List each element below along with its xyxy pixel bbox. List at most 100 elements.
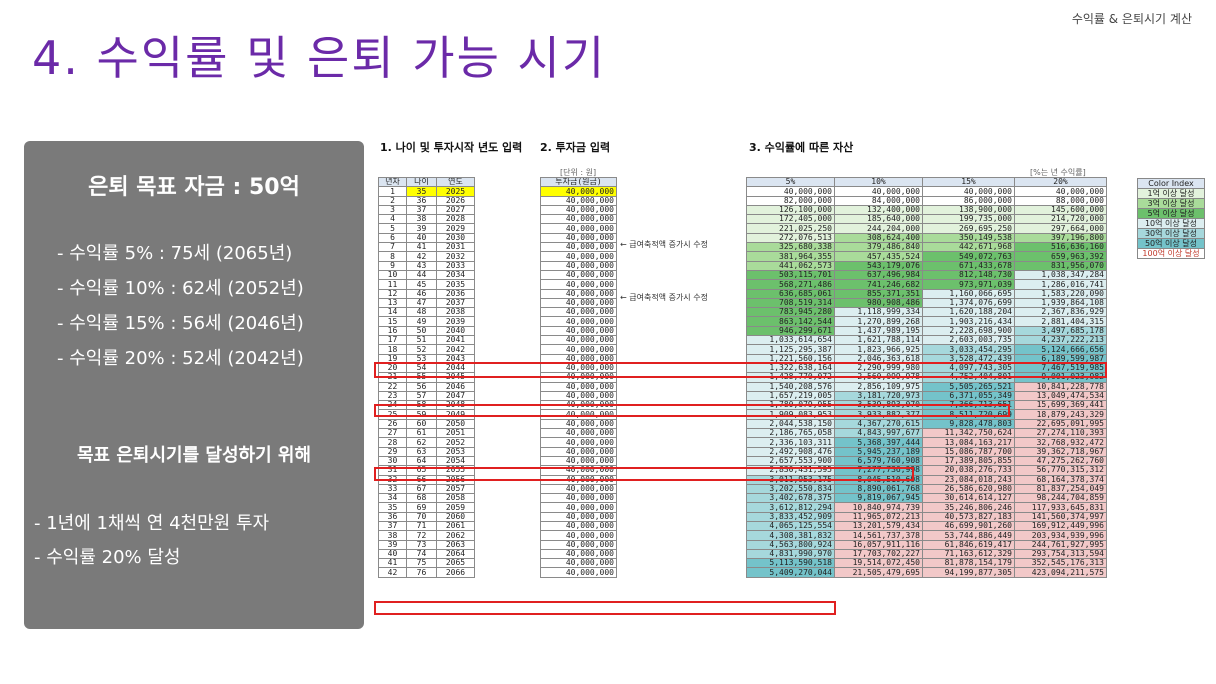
investment-cell: 40,000,000 [540, 335, 617, 346]
asset-cell-r5: 783,945,280 [746, 307, 835, 318]
year-index-cell: 37 [378, 520, 407, 532]
year-cell: 2059 [436, 502, 475, 513]
year-index-cell: 1 [378, 186, 407, 197]
age-cell: 52 [406, 344, 437, 355]
asset-cell-r20: 831,956,070 [1014, 260, 1107, 271]
asset-cell-r15: 9,828,478,803 [922, 418, 1015, 430]
asset-cell-r10: 8,890,061,768 [834, 483, 923, 495]
asset-cell-r15: 138,900,000 [922, 204, 1015, 216]
legend-item: 50억 이상 달성 [1137, 238, 1205, 249]
table-row: 381,964,355 457,435,524 549,072,763 659,963… [746, 251, 1107, 262]
asset-cell-r10: 1,118,999,334 [834, 307, 923, 318]
table-row: 40,000,000 [540, 511, 617, 523]
asset-cell-r20: 2,367,836,929 [1014, 307, 1107, 318]
asset-cell-r15: 17,389,805,855 [922, 455, 1015, 467]
asset-cell-r15: 6,371,055,349 [922, 390, 1015, 402]
asset-cell-r5: 5,409,270,044 [746, 567, 835, 578]
year-cell: 2047 [436, 390, 475, 402]
rate-line-10: - 수익률 10% : 62세 (2052년) [57, 278, 304, 299]
table-row: 40,000,000 [540, 548, 617, 560]
legend-item: 100억 이상 달성 [1137, 248, 1205, 259]
age-cell: 73 [406, 539, 437, 550]
table-row: 27 61 2051 [378, 427, 475, 439]
asset-cell-r20: 397,196,800 [1014, 232, 1107, 244]
year-cell: 2026 [436, 195, 475, 206]
asset-cell-r5: 2,044,538,150 [746, 418, 835, 430]
year-index-cell: 6 [378, 232, 407, 244]
year-index-cell: 5 [378, 223, 407, 234]
asset-cell-r5: 3,612,812,294 [746, 502, 835, 513]
year-index-cell: 30 [378, 455, 407, 467]
investment-cell: 40,000,000 [540, 214, 617, 225]
table-row: 39 73 2063 [378, 539, 475, 550]
asset-cell-r20: 88,000,000 [1014, 195, 1107, 206]
asset-cell-r5: 708,519,314 [746, 297, 835, 309]
table-row: 3,402,678,375 9,819,067,945 30,614,614,127… [746, 493, 1107, 504]
year-cell: 2032 [436, 251, 475, 262]
table-row: 568,271,486 741,246,682 973,971,039 1,286,0… [746, 279, 1107, 290]
asset-cell-r20: 1,583,220,090 [1014, 288, 1107, 299]
table-row: 783,945,280 1,118,999,334 1,620,188,204 2,3… [746, 307, 1107, 318]
age-cell: 61 [406, 427, 437, 439]
table-row: 1,657,219,005 3,181,720,973 6,371,055,349 1… [746, 390, 1107, 402]
asset-cell-r15: 549,072,763 [922, 251, 1015, 262]
header-rate-20: 20% [1014, 176, 1107, 188]
year-index-cell: 2 [378, 195, 407, 206]
asset-cell-r15: 812,148,730 [922, 269, 1015, 281]
table-row: 41 75 2065 [378, 558, 475, 569]
age-cell: 62 [406, 437, 437, 448]
year-cell: 2057 [436, 483, 475, 495]
table-row: 4,308,381,832 14,561,737,378 53,744,886,44… [746, 530, 1107, 541]
table-row: 28 62 2052 [378, 437, 475, 448]
age-cell: 40 [406, 232, 437, 244]
investment-cell: 40,000,000 [540, 260, 617, 271]
year-index-cell: 17 [378, 335, 407, 346]
table-row: 1 35 2025 [378, 186, 475, 197]
investment-cell: 40,000,000 [540, 307, 617, 318]
table-row: 82,000,000 84,000,000 86,000,000 88,000,000 [746, 195, 1107, 206]
asset-cell-r15: 15,086,787,700 [922, 446, 1015, 457]
age-cell: 67 [406, 483, 437, 495]
asset-cell-r20: 423,094,211,575 [1014, 567, 1107, 578]
table-row: 26 60 2050 [378, 418, 475, 430]
asset-cell-r5: 1,540,208,576 [746, 381, 835, 392]
table-row: 11 45 2035 [378, 279, 475, 290]
asset-cell-r15: 199,735,000 [922, 214, 1015, 225]
table-row: 40,000,000 [540, 567, 617, 578]
asset-cell-r10: 5,945,237,189 [834, 446, 923, 457]
age-cell: 69 [406, 502, 437, 513]
header-year: 연도 [436, 176, 475, 188]
year-cell: 2054 [436, 455, 475, 467]
asset-cell-r5: 441,062,573 [746, 260, 835, 271]
table-row: 40,000,000 [540, 269, 617, 281]
investment-cell: 40,000,000 [540, 186, 617, 197]
investment-cell: 40,000,000 [540, 539, 617, 550]
asset-cell-r20: 47,275,262,760 [1014, 455, 1107, 467]
highlight-row-10pct [374, 467, 914, 481]
table-row: 40,000,000 [540, 539, 617, 550]
table-row: 946,299,671 1,437,989,195 2,228,698,900 3,4… [746, 325, 1107, 337]
table-row: 221,025,250 244,204,000 269,695,250 297,664… [746, 223, 1107, 234]
year-cell: 2065 [436, 558, 475, 569]
header-rate-10: 10% [834, 176, 923, 188]
asset-cell-r20: 56,770,315,312 [1014, 465, 1107, 476]
asset-cell-r20: 516,636,160 [1014, 242, 1107, 253]
asset-cell-r15: 40,000,000 [922, 186, 1015, 197]
asset-cell-r10: 17,703,702,227 [834, 548, 923, 560]
age-cell: 48 [406, 307, 437, 318]
asset-cell-r5: 82,000,000 [746, 195, 835, 206]
legend-title: Color Index [1137, 178, 1205, 189]
table-row: 40,000,000 [540, 502, 617, 513]
legend-item: 1억 이상 달성 [1137, 188, 1205, 199]
investment-unit: [단위 : 원] [560, 168, 597, 177]
table-row: 33 67 2057 [378, 483, 475, 495]
table-row: 14 48 2038 [378, 307, 475, 318]
year-index-cell: 34 [378, 493, 407, 504]
tip-invest: - 1년에 1채씩 연 4천만원 투자 [34, 513, 270, 534]
table-row: 40,000,000 [540, 195, 617, 206]
header-note: 수익률 & 은퇴시기 계산 [1071, 12, 1192, 26]
asset-cell-r20: 1,286,016,741 [1014, 279, 1107, 290]
asset-cell-r20: 352,545,176,313 [1014, 558, 1107, 569]
asset-cell-r10: 14,561,737,378 [834, 530, 923, 541]
table-row: 2,830,431,595 7,277,736,998 20,038,276,733… [746, 465, 1107, 476]
